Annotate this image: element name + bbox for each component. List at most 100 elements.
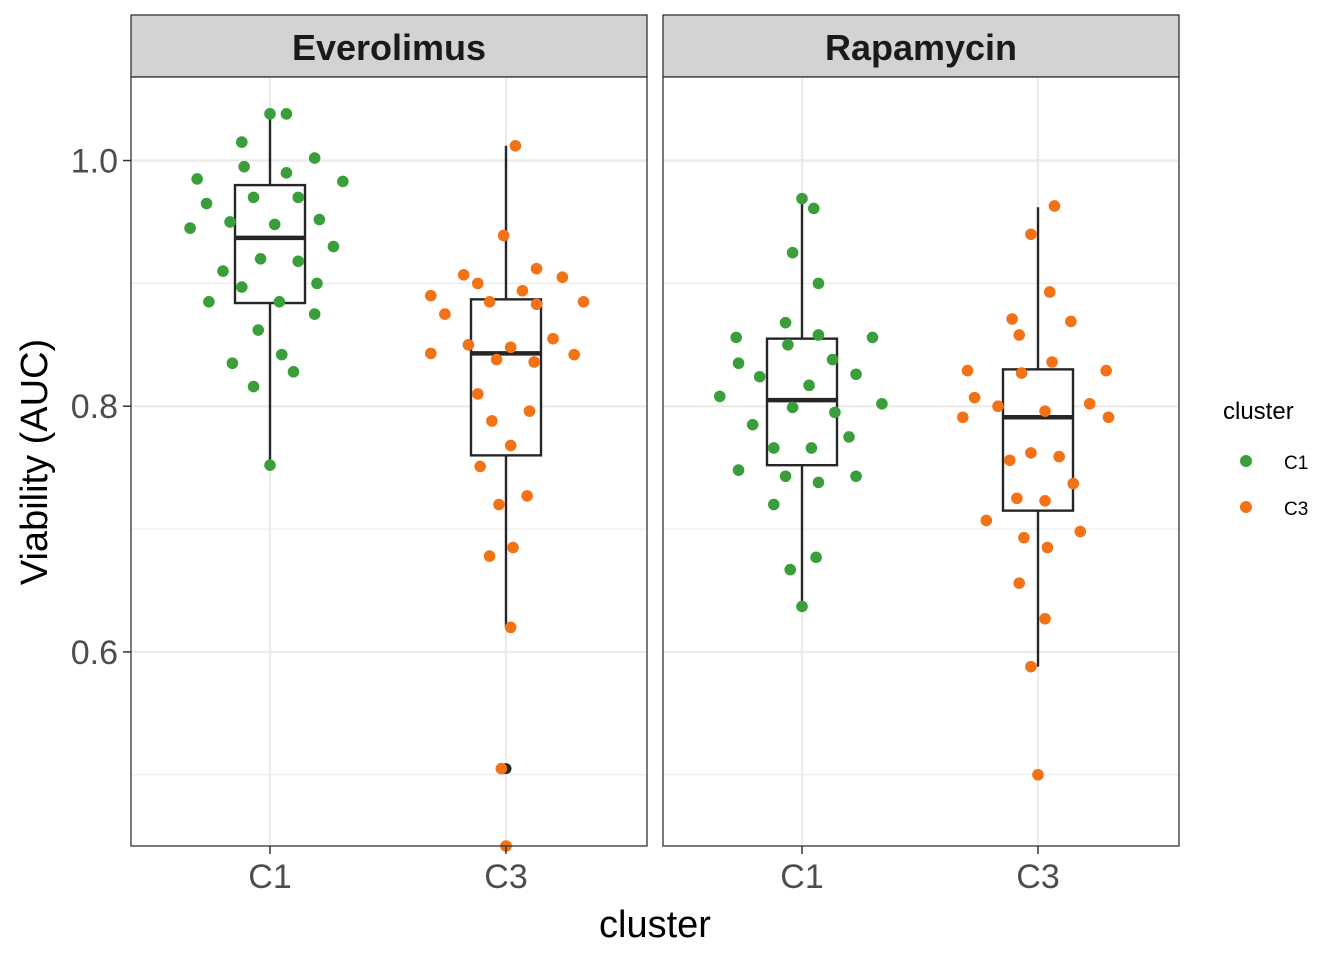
data-point: [252, 324, 265, 336]
data-point: [184, 222, 196, 234]
data-point: [807, 202, 820, 215]
data-point: [1083, 397, 1096, 410]
data-point: [287, 366, 300, 378]
x-axis-ticks: C1 C3: [248, 846, 528, 896]
data-point: [577, 296, 590, 308]
data-point: [264, 108, 276, 120]
data-point: [768, 442, 780, 454]
data-point: [850, 470, 862, 483]
data-point: [308, 152, 321, 164]
data-point: [439, 308, 451, 320]
data-point: [1100, 364, 1112, 377]
data-point: [568, 348, 580, 361]
legend-entry-c1: C1: [1240, 453, 1308, 474]
data-point: [474, 460, 486, 473]
x-tick-label: C3: [1016, 858, 1059, 896]
data-point: [968, 391, 981, 404]
y-tick-label: 1.0: [71, 143, 118, 181]
legend-key-c3: [1240, 501, 1252, 513]
data-point: [472, 277, 484, 290]
data-point: [308, 308, 321, 320]
data-point: [556, 271, 569, 284]
data-point: [264, 459, 276, 471]
data-point: [238, 160, 250, 173]
data-point: [1046, 356, 1058, 368]
data-point: [876, 397, 888, 410]
data-point: [1015, 367, 1028, 379]
panel-background: [131, 77, 647, 846]
data-point: [547, 332, 559, 345]
data-point: [812, 277, 825, 290]
x-tick-label: C3: [484, 858, 527, 896]
data-point: [1039, 405, 1051, 417]
legend-key-c1: [1240, 455, 1252, 467]
data-point: [796, 192, 808, 205]
data-point: [810, 551, 822, 564]
data-point: [457, 268, 470, 281]
data-point: [493, 498, 505, 511]
data-point: [784, 563, 797, 576]
data-point: [1025, 228, 1037, 241]
data-point: [1013, 329, 1025, 341]
data-point: [521, 490, 533, 502]
x-axis-title: cluster: [599, 904, 711, 946]
data-point: [191, 173, 203, 185]
data-point: [268, 218, 281, 231]
data-point: [866, 331, 879, 344]
data-point: [829, 406, 841, 419]
data-point: [224, 216, 236, 228]
data-point: [1039, 495, 1051, 507]
data-point: [1048, 200, 1061, 212]
data-point: [992, 400, 1004, 413]
data-point: [203, 296, 215, 308]
data-point: [1011, 492, 1023, 505]
data-point: [495, 762, 508, 775]
data-point: [483, 550, 496, 562]
data-point: [280, 167, 293, 179]
data-point: [779, 470, 792, 483]
data-point: [490, 353, 503, 366]
data-point: [462, 338, 475, 351]
data-point: [980, 514, 993, 527]
data-point: [337, 175, 349, 188]
panel-background: [663, 77, 1179, 846]
data-point: [779, 316, 792, 329]
data-point: [327, 240, 340, 253]
data-point: [843, 431, 855, 443]
data-point: [226, 357, 239, 370]
data-point: [805, 442, 818, 454]
box-iqr: [1001, 368, 1075, 512]
data-point: [497, 229, 510, 242]
data-point: [530, 298, 543, 311]
y-tick-label: 0.6: [71, 634, 118, 672]
data-point: [236, 281, 248, 293]
panel-boxes: [233, 113, 543, 852]
data-point: [504, 341, 517, 354]
data-point: [509, 139, 522, 152]
data-point: [507, 541, 519, 554]
data-point: [1006, 313, 1018, 325]
data-point: [1018, 531, 1030, 544]
data-point: [486, 415, 498, 427]
data-point: [1074, 525, 1087, 538]
data-point: [472, 388, 484, 400]
panel-border: [662, 76, 1180, 847]
data-point: [713, 390, 726, 403]
data-point: [1043, 286, 1056, 298]
data-point: [236, 136, 248, 148]
legend-entry-c3: C3: [1240, 499, 1308, 520]
data-point: [782, 338, 794, 351]
data-point: [280, 108, 293, 120]
data-point: [425, 289, 437, 302]
data-point: [786, 401, 799, 414]
x-tick-label: C1: [248, 858, 291, 896]
data-point: [746, 418, 759, 431]
x-axis-ticks: C1 C3: [780, 846, 1060, 896]
data-point: [732, 464, 745, 476]
data-point: [313, 213, 326, 226]
data-point: [732, 357, 745, 370]
box-iqr: [469, 298, 543, 457]
data-point: [812, 329, 825, 341]
data-point: [292, 191, 305, 204]
data-point: [826, 353, 839, 366]
